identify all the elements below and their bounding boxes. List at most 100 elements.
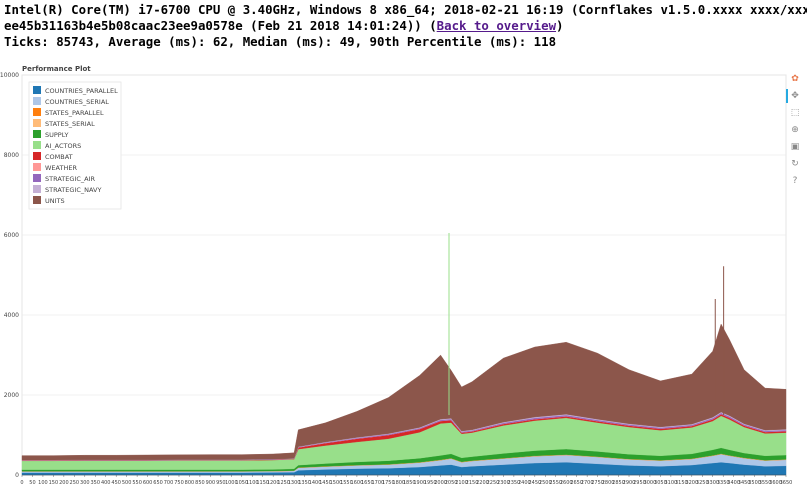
x-tick-label: 1750 xyxy=(382,480,395,486)
x-tick-label: 1950 xyxy=(424,480,437,486)
y-tick-label: 8000 xyxy=(4,152,19,159)
x-tick-label: 3150 xyxy=(675,480,688,486)
pan-icon[interactable]: ✥ xyxy=(786,89,802,103)
x-tick-label: 1050 xyxy=(235,480,248,486)
legend-swatch xyxy=(33,86,41,94)
x-tick-label: 1600 xyxy=(351,480,364,486)
x-tick-label: 500 xyxy=(122,480,132,486)
x-tick-label: 200 xyxy=(59,480,69,486)
x-tick-label: 3450 xyxy=(738,480,751,486)
legend-swatch xyxy=(33,152,41,160)
x-tick-label: 1900 xyxy=(413,480,426,486)
x-tick-label: 400 xyxy=(101,480,111,486)
x-tick-label: 600 xyxy=(143,480,153,486)
x-tick-label: 1300 xyxy=(288,480,301,486)
x-tick-label: 2850 xyxy=(612,480,625,486)
x-tick-label: 1000 xyxy=(225,480,238,486)
x-tick-label: 2950 xyxy=(633,480,646,486)
legend-label: WEATHER xyxy=(45,164,77,172)
x-tick-label: 1350 xyxy=(298,480,311,486)
x-tick-label: 3050 xyxy=(654,480,667,486)
header-line-cpu: Intel(R) Core(TM) i7-6700 CPU @ 3.40GHz,… xyxy=(4,2,807,17)
x-tick-label: 300 xyxy=(80,480,90,486)
x-tick-label: 450 xyxy=(111,480,121,486)
x-tick-label: 950 xyxy=(216,480,226,486)
save-icon[interactable]: ▣ xyxy=(790,142,800,152)
legend-swatch xyxy=(33,130,41,138)
wheel-zoom-icon[interactable]: ⊕ xyxy=(791,125,799,135)
x-tick-label: 2750 xyxy=(591,480,604,486)
legend-label: COUNTRIES_PARALLEL xyxy=(45,87,118,95)
legend-swatch xyxy=(33,119,41,127)
x-tick-label: 3650 xyxy=(780,480,793,486)
legend-swatch xyxy=(33,141,41,149)
x-tick-label: 2900 xyxy=(623,480,636,486)
legend-box xyxy=(28,81,122,210)
x-tick-label: 2100 xyxy=(455,480,468,486)
x-tick-label: 2200 xyxy=(476,480,489,486)
legend-label: STATES_PARALLEL xyxy=(45,109,104,117)
x-tick-label: 2150 xyxy=(466,480,479,486)
x-tick-label: 3600 xyxy=(769,480,782,486)
header-line-build: ee45b31163b4e5b08caac23ee9a0578e (Feb 21… xyxy=(4,18,804,34)
x-tick-label: 2050 xyxy=(445,480,458,486)
x-tick-label: 3100 xyxy=(665,480,678,486)
legend-label: STRATEGIC_AIR xyxy=(45,175,95,183)
x-tick-label: 250 xyxy=(70,480,80,486)
x-tick-label: 3000 xyxy=(644,480,657,486)
x-tick-label: 1700 xyxy=(371,480,384,486)
x-tick-label: 3200 xyxy=(685,480,698,486)
x-tick-label: 1200 xyxy=(267,480,280,486)
x-tick-label: 1500 xyxy=(330,480,343,486)
x-tick-label: 2700 xyxy=(581,480,594,486)
x-tick-label: 1550 xyxy=(340,480,353,486)
y-tick-label: 4000 xyxy=(4,312,19,319)
legend-swatch xyxy=(33,97,41,105)
x-tick-label: 2650 xyxy=(570,480,583,486)
y-tick-label: 2000 xyxy=(4,392,19,399)
x-tick-label: 1450 xyxy=(319,480,332,486)
x-tick-label: 1400 xyxy=(309,480,322,486)
x-tick-label: 3500 xyxy=(748,480,761,486)
x-tick-label: 100 xyxy=(38,480,48,486)
x-tick-label: 3550 xyxy=(759,480,772,486)
x-tick-label: 2450 xyxy=(528,480,541,486)
x-tick-label: 1150 xyxy=(256,480,269,486)
x-tick-label: 350 xyxy=(90,480,100,486)
x-tick-label: 1850 xyxy=(403,480,416,486)
x-tick-label: 3300 xyxy=(706,480,719,486)
area-units xyxy=(21,323,787,461)
x-tick-label: 50 xyxy=(29,480,35,486)
x-tick-label: 650 xyxy=(153,480,163,486)
header-line-stats: Ticks: 85743, Average (ms): 62, Median (… xyxy=(4,34,557,49)
back-to-overview-link[interactable]: Back to overview xyxy=(436,18,557,33)
report-header: Intel(R) Core(TM) i7-6700 CPU @ 3.40GHz,… xyxy=(4,2,807,50)
x-tick-label: 550 xyxy=(132,480,142,486)
x-tick-label: 2550 xyxy=(549,480,562,486)
box-zoom-icon[interactable]: ⬚ xyxy=(790,108,800,118)
help-icon[interactable]: ? xyxy=(792,176,798,186)
x-tick-label: 3250 xyxy=(696,480,709,486)
legend-label: SUPPLY xyxy=(45,131,68,139)
x-tick-label: 1250 xyxy=(277,480,290,486)
legend-swatch xyxy=(33,108,41,116)
header-build-prefix: ee45b31163b4e5b08caac23ee9a0578e (Feb 21… xyxy=(4,18,437,33)
x-tick-label: 1650 xyxy=(361,480,374,486)
y-tick-label: 10000 xyxy=(0,72,19,79)
x-tick-label: 2600 xyxy=(560,480,573,486)
x-tick-label: 750 xyxy=(174,480,184,486)
legend-label: STRATEGIC_NAVY xyxy=(45,186,101,194)
x-tick-label: 2500 xyxy=(539,480,552,486)
x-tick-label: 1100 xyxy=(246,480,259,486)
x-tick-label: 2400 xyxy=(518,480,531,486)
x-tick-label: 850 xyxy=(195,480,205,486)
legend-label: COUNTRIES_SERIAL xyxy=(45,98,109,106)
x-tick-label: 2300 xyxy=(497,480,510,486)
legend-label: STATES_SERIAL xyxy=(45,120,95,128)
legend-swatch xyxy=(33,174,41,182)
x-tick-label: 3400 xyxy=(727,480,740,486)
reset-icon[interactable]: ↻ xyxy=(791,159,799,169)
legend-label: AI_ACTORS xyxy=(45,142,81,150)
plot-title: Performance Plot xyxy=(22,65,91,73)
